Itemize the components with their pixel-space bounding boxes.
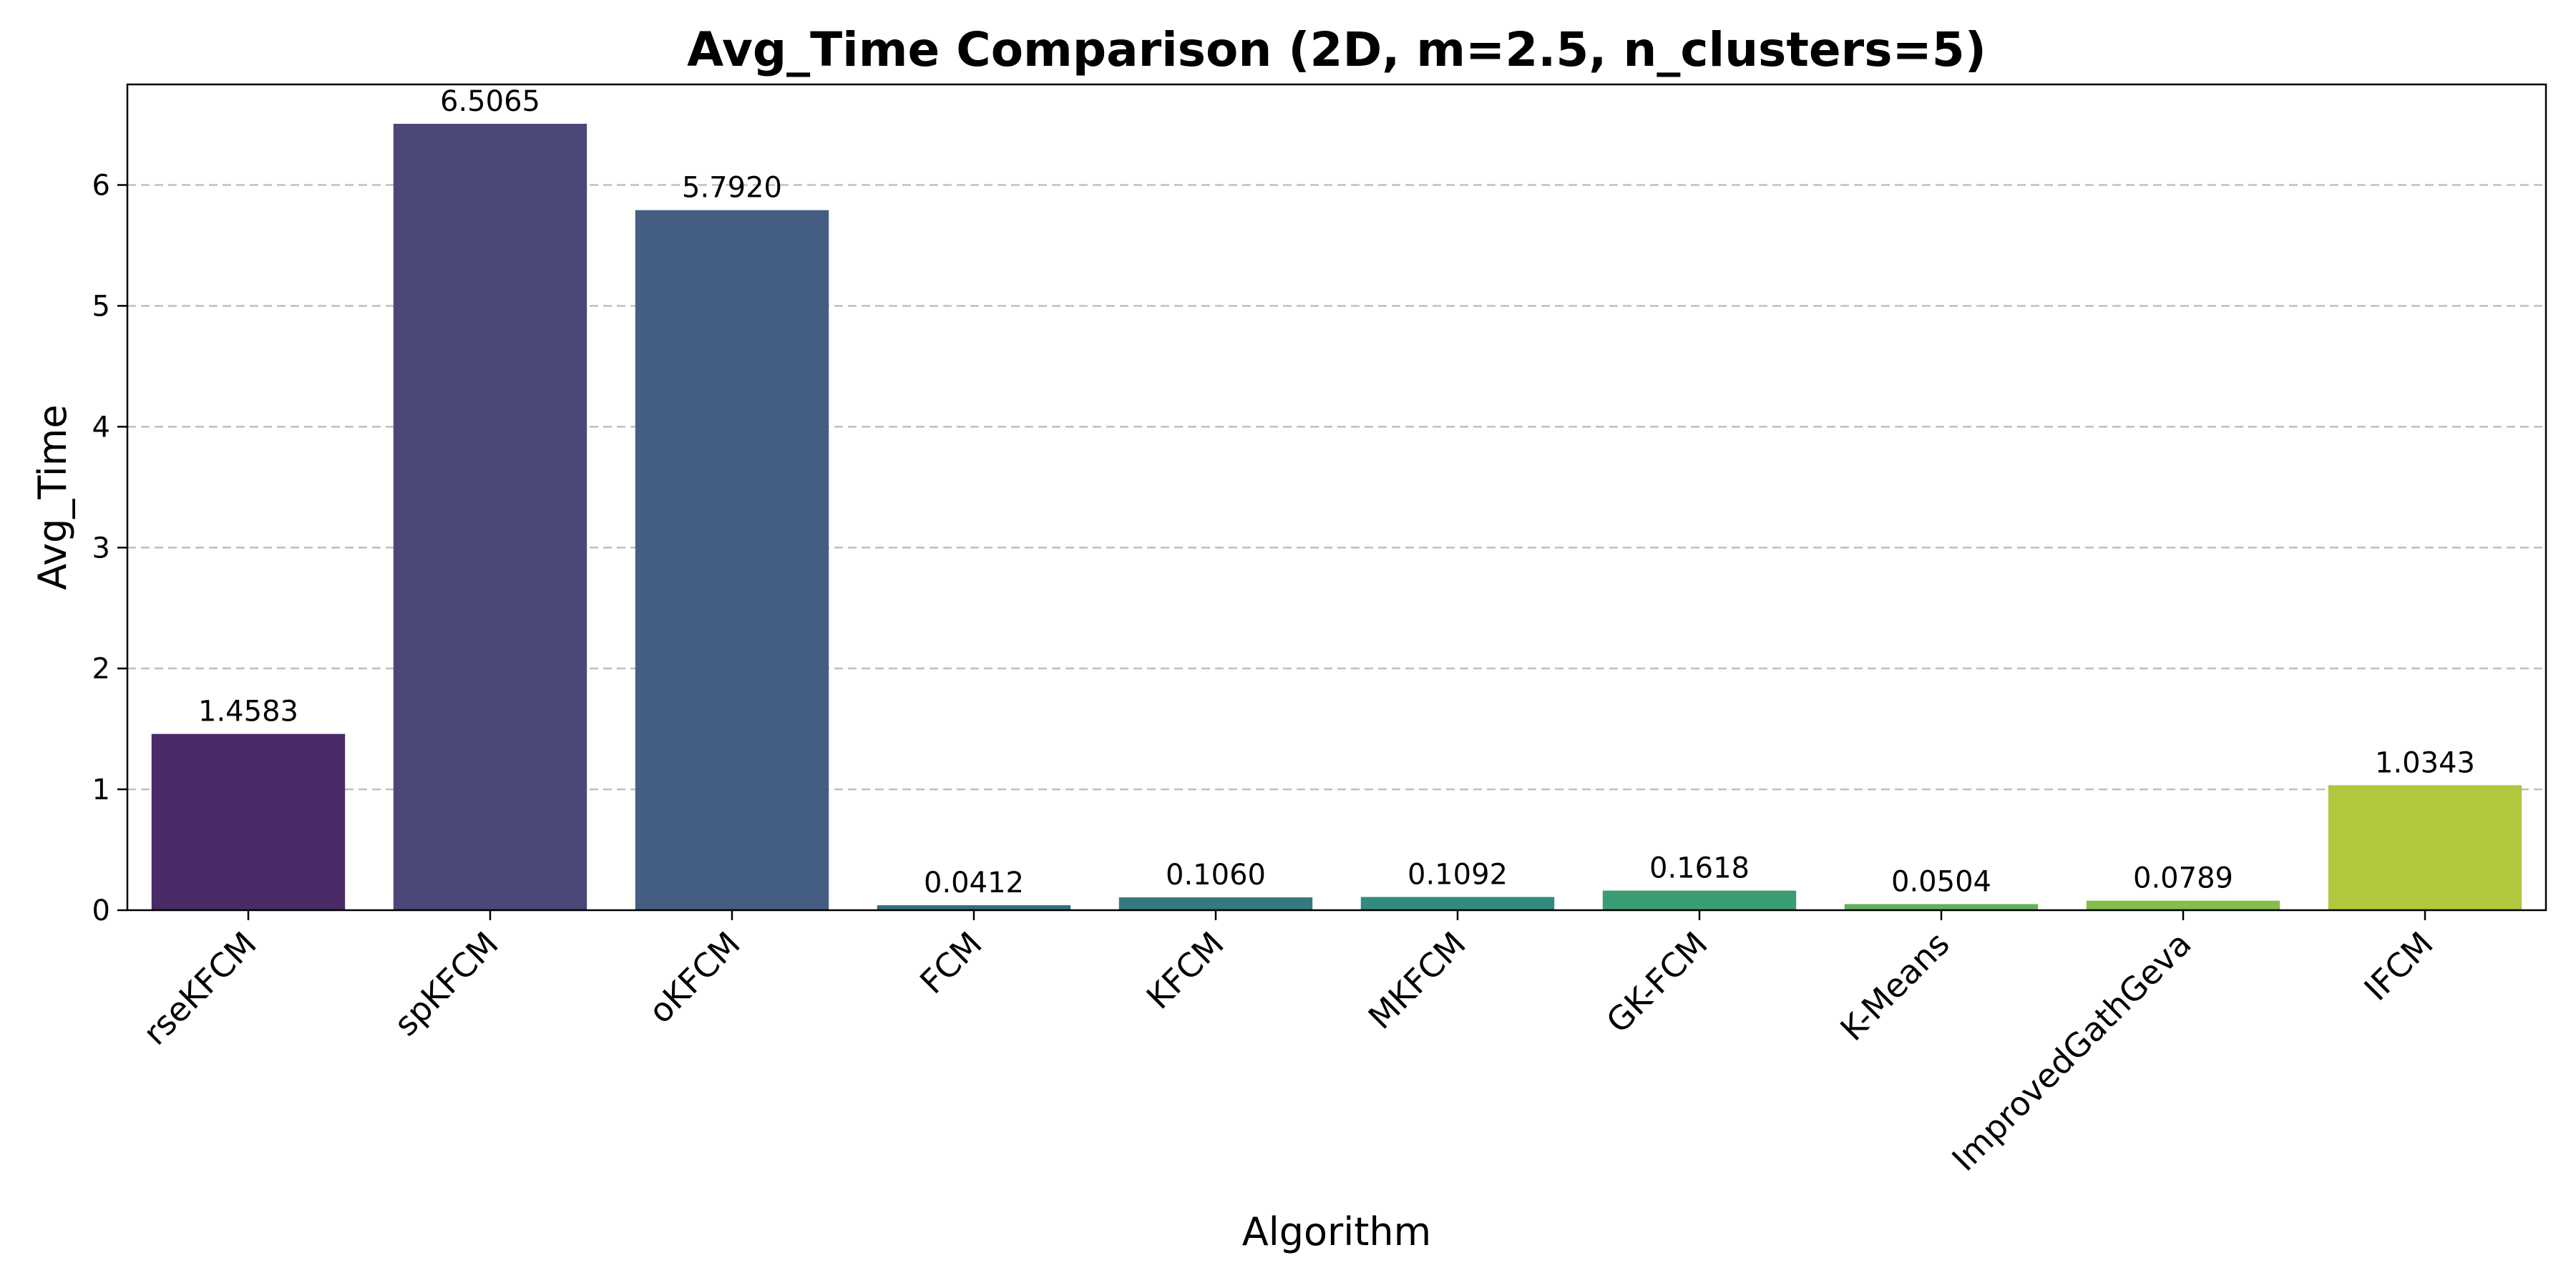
x-tick-label: oKFCM (641, 924, 748, 1031)
data-label: 1.0343 (2375, 746, 2475, 779)
y-tick-label: 6 (92, 170, 110, 203)
x-tick-label: KFCM (1139, 924, 1231, 1017)
data-label: 0.0504 (1891, 865, 1991, 898)
x-tick-label: FCM (912, 924, 990, 1002)
bars (151, 123, 2522, 911)
chart-title: Avg_Time Comparison (2D, m=2.5, n_cluste… (687, 22, 1986, 77)
x-tick-label: spKFCM (386, 924, 506, 1044)
x-axis-label: Algorithm (1242, 1209, 1431, 1254)
x-tick-label: rseKFCM (135, 924, 263, 1053)
y-tick-label: 1 (92, 774, 110, 806)
y-axis-label: Avg_Time (30, 404, 75, 590)
data-label: 0.1618 (1649, 852, 1750, 885)
x-tick-label: ImprovedGathGeva (1944, 924, 2198, 1179)
plot-frame (126, 83, 2547, 912)
y-tick-label: 2 (92, 653, 110, 686)
bar-fcm (877, 905, 1071, 910)
bar-mkfcm (1360, 897, 1555, 910)
bar-k-means (1844, 904, 2039, 910)
data-label: 0.1060 (1166, 859, 1266, 892)
y-tick-label: 3 (92, 532, 110, 565)
x-tick-label: GK-FCM (1599, 924, 1715, 1041)
x-tick-label: MKFCM (1361, 924, 1473, 1037)
data-label: 0.0412 (924, 867, 1024, 899)
data-label: 5.7920 (682, 172, 782, 205)
data-label: 6.5065 (440, 85, 540, 118)
bar-gk-fcm (1602, 890, 1797, 910)
x-axis-ticks: rseKFCM spKFCM oKFCM FCM KFCM MKFCM GK-FCM K-Me… (135, 910, 2441, 1179)
data-label: 0.1092 (1407, 859, 1508, 892)
x-tick-label: IFCM (2357, 924, 2441, 1008)
bar-improvedgathgeva (2086, 900, 2280, 910)
data-labels: 1.4583 6.5065 5.7920 0.0412 0.1060 0.1092 0.16… (198, 85, 2475, 899)
y-tick-label: 4 (92, 411, 110, 444)
bar-okfcm (635, 210, 829, 910)
bar-ifcm (2328, 785, 2522, 910)
bar-rsekfcm (151, 733, 346, 910)
data-label: 1.4583 (198, 696, 298, 728)
y-tick-label: 0 (92, 894, 110, 927)
x-tick-label: K-Means (1833, 924, 1956, 1048)
y-axis-ticks: 0 1 2 3 4 5 6 (92, 170, 127, 927)
bar-kfcm (1118, 897, 1313, 910)
y-tick-label: 5 (92, 290, 110, 323)
bar-spkfcm (393, 123, 587, 911)
data-label: 0.0789 (2133, 862, 2233, 895)
gridlines (127, 184, 2546, 791)
